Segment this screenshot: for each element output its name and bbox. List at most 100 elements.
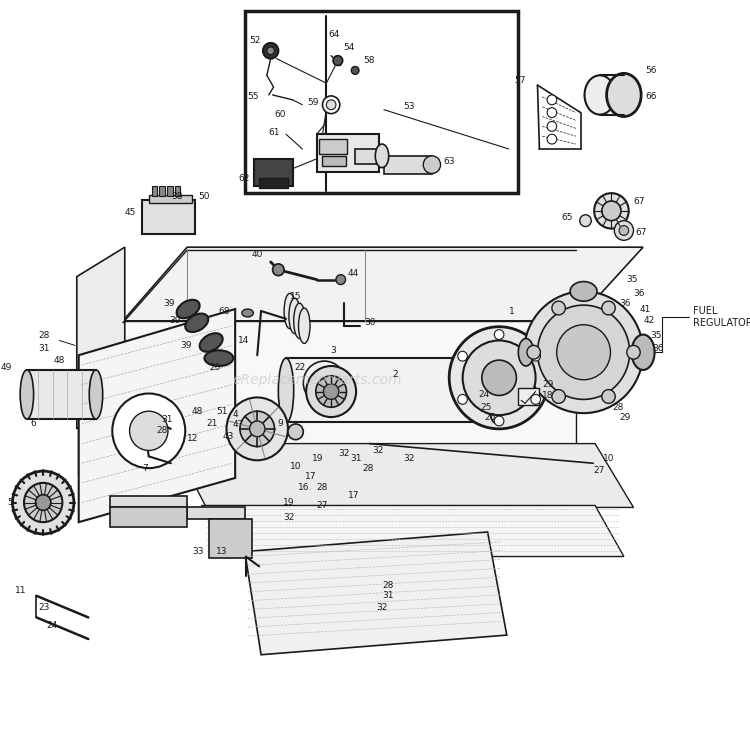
Text: 39: 39: [169, 317, 181, 325]
Text: 9: 9: [278, 419, 284, 429]
Text: 51: 51: [216, 407, 227, 416]
Ellipse shape: [263, 43, 278, 59]
Ellipse shape: [278, 358, 294, 423]
Ellipse shape: [458, 394, 467, 405]
Text: 64: 64: [328, 29, 340, 39]
Ellipse shape: [524, 292, 643, 413]
Text: 28: 28: [157, 427, 168, 435]
Bar: [167, 186, 172, 196]
Bar: [260, 178, 288, 188]
Text: 57: 57: [514, 75, 526, 85]
Text: 62: 62: [238, 174, 250, 183]
Text: 38: 38: [171, 191, 182, 201]
Ellipse shape: [130, 411, 168, 451]
Bar: [319, 139, 347, 154]
Polygon shape: [172, 443, 634, 507]
Text: 58: 58: [363, 56, 374, 65]
Text: 7: 7: [142, 464, 148, 473]
Text: 23: 23: [38, 603, 50, 612]
Text: 63: 63: [443, 158, 455, 166]
Text: 28: 28: [612, 402, 624, 412]
Ellipse shape: [185, 314, 209, 332]
Text: 36: 36: [652, 344, 664, 353]
Text: 29: 29: [542, 380, 554, 389]
Text: 54: 54: [344, 43, 355, 52]
Text: 65: 65: [562, 213, 573, 222]
Ellipse shape: [333, 56, 343, 65]
Ellipse shape: [89, 370, 103, 419]
Text: 28: 28: [38, 331, 50, 340]
Ellipse shape: [619, 226, 628, 235]
Bar: [322, 156, 346, 166]
Bar: [152, 186, 157, 196]
Text: 67: 67: [634, 196, 645, 205]
Text: 19: 19: [284, 498, 295, 507]
Text: 20: 20: [209, 364, 220, 372]
Polygon shape: [123, 247, 643, 321]
Ellipse shape: [570, 281, 597, 301]
Bar: [316, 134, 380, 172]
Text: 17: 17: [305, 471, 316, 481]
Bar: [518, 388, 539, 405]
Text: 6: 6: [31, 419, 37, 429]
Polygon shape: [76, 247, 125, 429]
Text: 32: 32: [338, 449, 350, 458]
Bar: [142, 200, 195, 235]
Ellipse shape: [580, 215, 591, 226]
Bar: [148, 195, 192, 203]
Bar: [286, 358, 495, 422]
Ellipse shape: [584, 75, 615, 114]
Ellipse shape: [552, 301, 566, 315]
Ellipse shape: [531, 394, 541, 405]
Text: 10: 10: [290, 462, 302, 471]
Ellipse shape: [547, 95, 556, 105]
Text: 44: 44: [347, 269, 358, 279]
Text: 50: 50: [199, 191, 210, 201]
Ellipse shape: [602, 301, 615, 315]
Text: 67: 67: [635, 228, 647, 237]
Text: 17: 17: [347, 491, 359, 500]
Ellipse shape: [552, 390, 566, 403]
Text: 29: 29: [619, 413, 631, 421]
Text: 39: 39: [181, 341, 192, 350]
Text: 41: 41: [639, 304, 650, 314]
Text: 31: 31: [350, 454, 361, 463]
Text: 66: 66: [645, 92, 656, 101]
Text: 32: 32: [373, 446, 384, 455]
Text: 3: 3: [330, 346, 336, 355]
Text: 22: 22: [294, 364, 305, 372]
Ellipse shape: [494, 416, 504, 426]
Bar: [110, 507, 188, 527]
Polygon shape: [79, 321, 123, 476]
Text: 28: 28: [316, 483, 328, 493]
Text: 55: 55: [248, 92, 259, 101]
Ellipse shape: [518, 339, 534, 366]
Polygon shape: [79, 309, 236, 522]
Ellipse shape: [205, 350, 233, 366]
Text: 31: 31: [161, 415, 172, 424]
Text: 39: 39: [164, 298, 175, 308]
Text: REGULATOR: REGULATOR: [693, 318, 750, 328]
Text: 4: 4: [232, 410, 238, 419]
Text: 49: 49: [0, 364, 11, 372]
Ellipse shape: [294, 303, 305, 339]
Text: 1: 1: [509, 306, 515, 315]
Ellipse shape: [20, 370, 34, 419]
Ellipse shape: [547, 134, 556, 144]
Text: 26: 26: [484, 413, 495, 421]
Ellipse shape: [242, 309, 254, 317]
Ellipse shape: [538, 305, 630, 399]
Ellipse shape: [482, 360, 517, 396]
Ellipse shape: [602, 390, 615, 403]
Ellipse shape: [272, 264, 284, 276]
Text: 32: 32: [284, 513, 295, 522]
Polygon shape: [244, 532, 507, 655]
Ellipse shape: [240, 411, 274, 446]
Text: 45: 45: [125, 208, 136, 217]
Text: 35: 35: [651, 331, 662, 340]
Ellipse shape: [607, 73, 641, 117]
Text: 43: 43: [223, 432, 234, 441]
Ellipse shape: [298, 308, 310, 344]
Text: 13: 13: [216, 547, 227, 556]
Text: 12: 12: [188, 434, 199, 443]
